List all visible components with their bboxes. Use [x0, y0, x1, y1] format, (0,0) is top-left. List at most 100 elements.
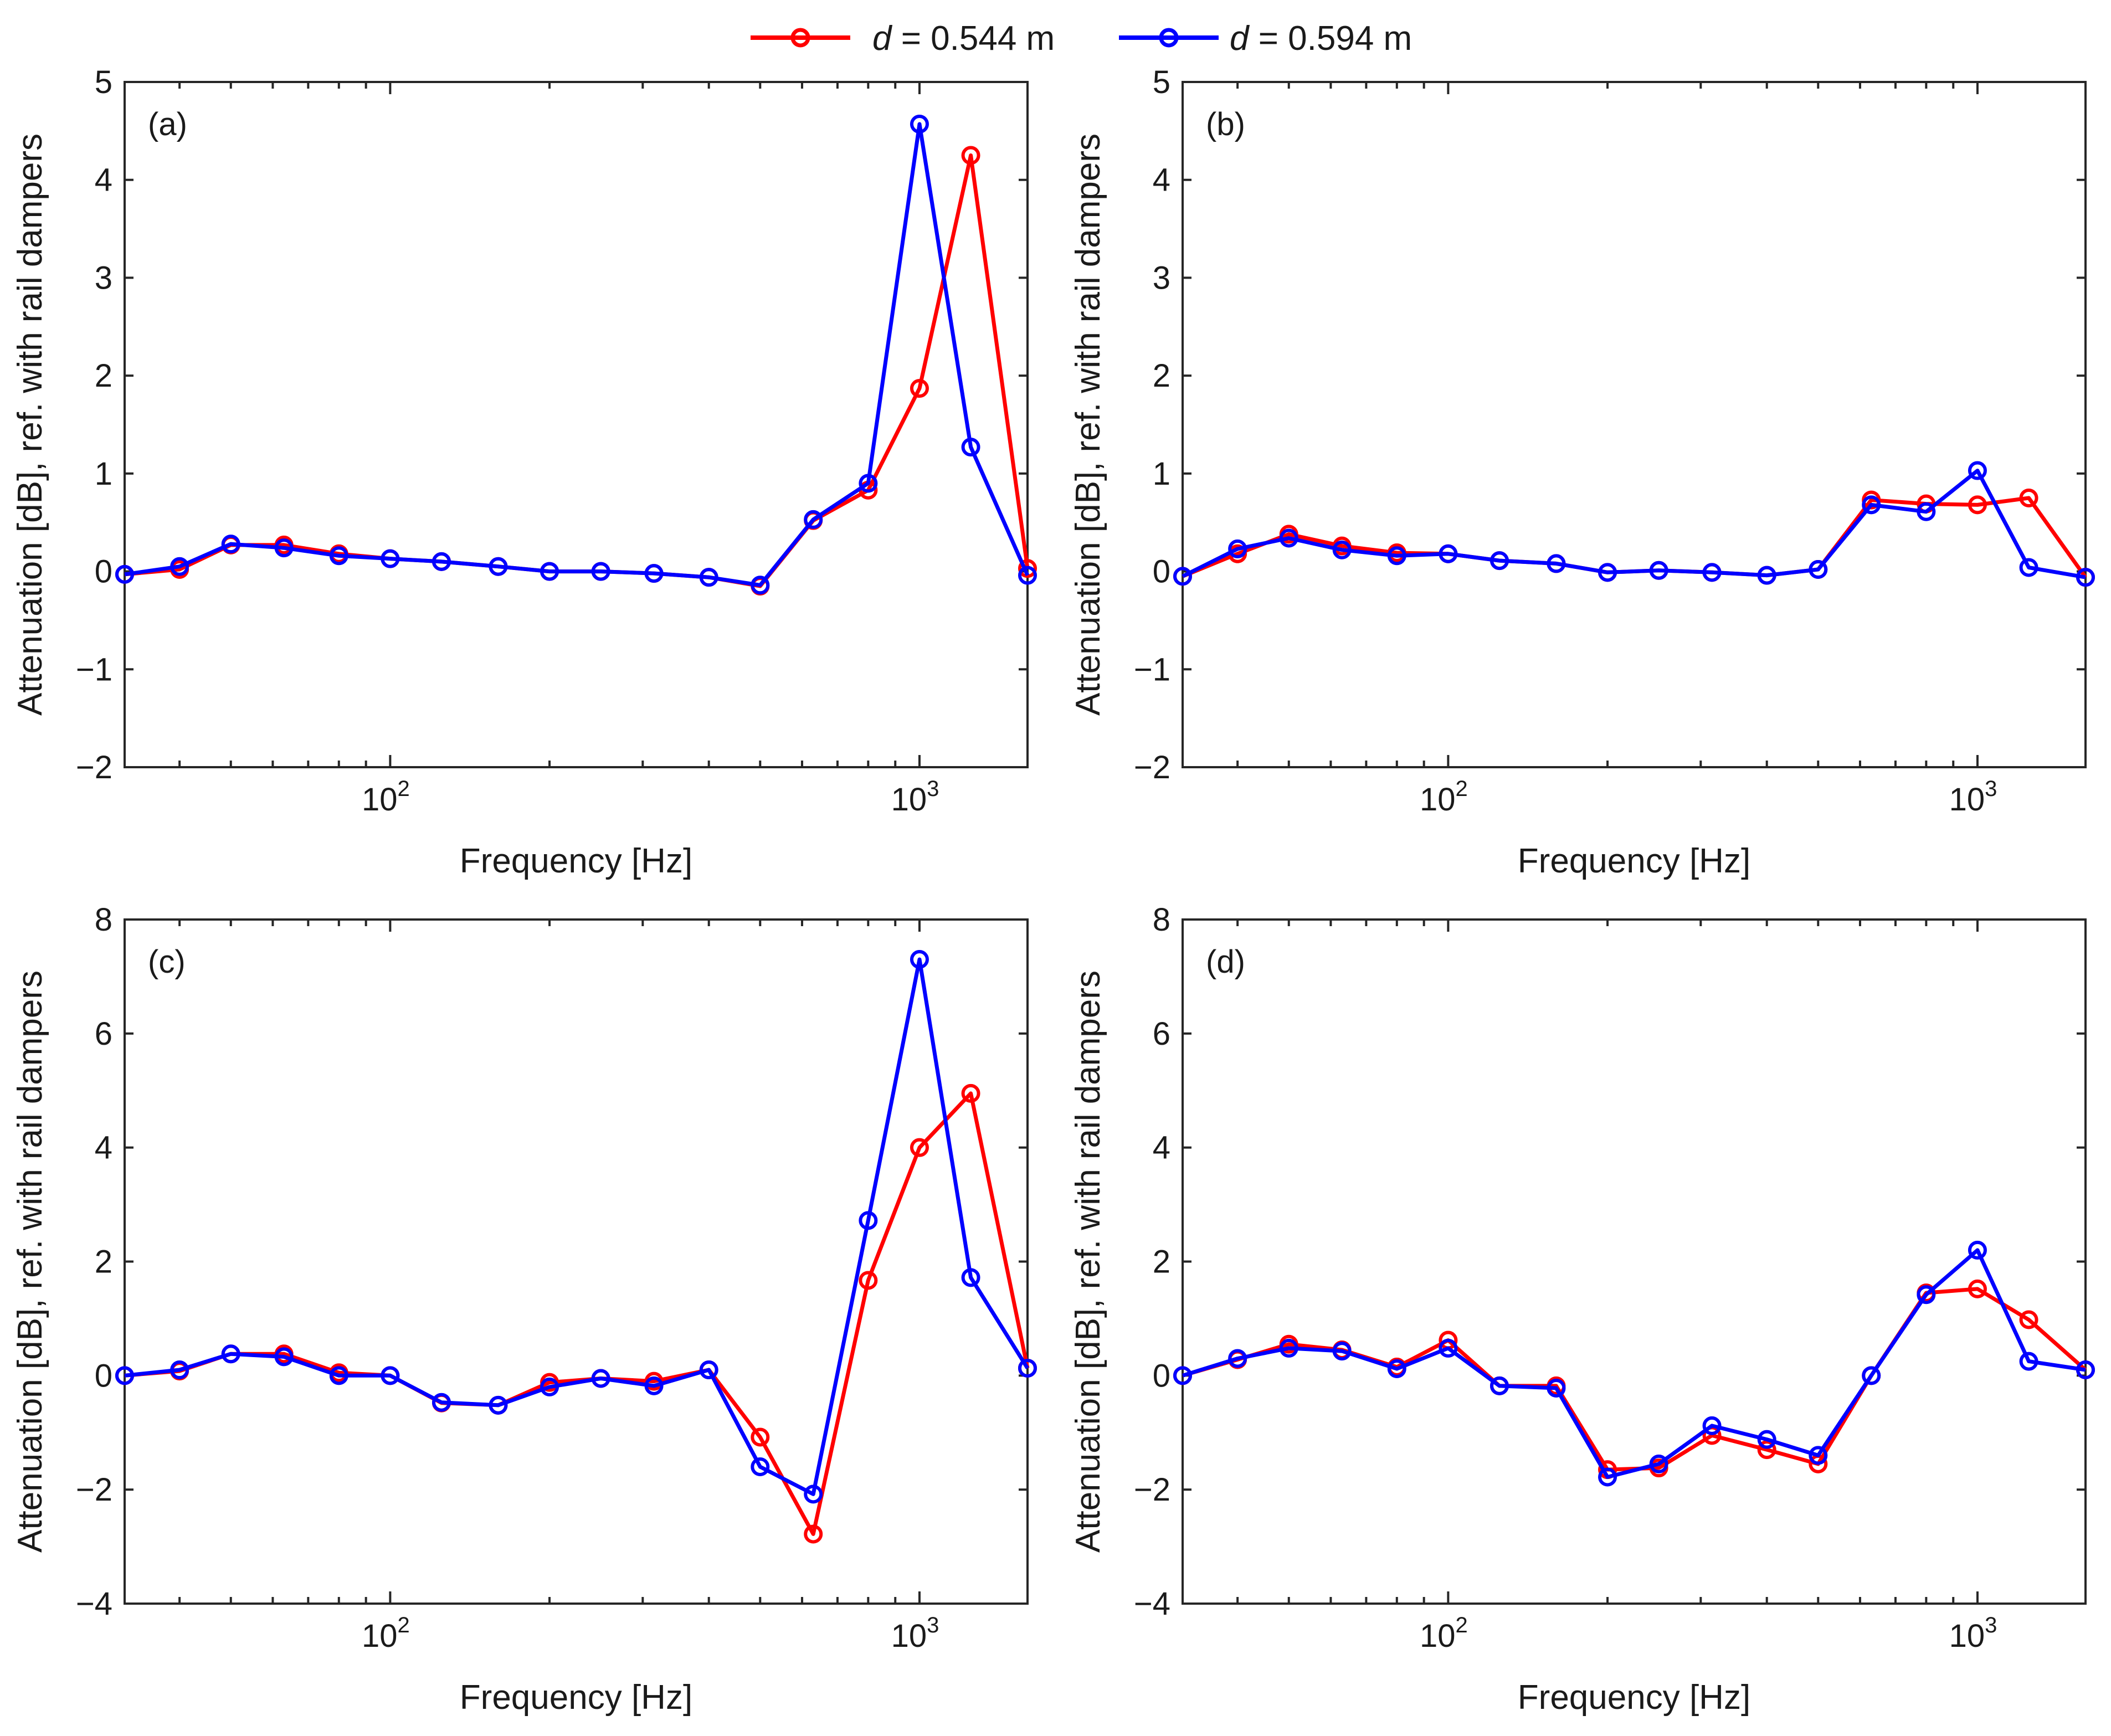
data-point-a-1-14: [859, 474, 878, 493]
data-point-b-1-14: [1917, 502, 1936, 521]
data-point-c-1-17: [1018, 1358, 1037, 1378]
data-point-c-1-11: [699, 1360, 718, 1380]
data-point-a-1-9: [591, 562, 610, 581]
legend-entry-1: d = 0.544 m: [751, 19, 1055, 58]
data-point-c-1-16: [961, 1268, 980, 1287]
plot-frame-b: [1182, 81, 2087, 768]
y-tick-label-a-0: −2: [76, 749, 112, 785]
y-tick-label-d-0: −4: [1134, 1586, 1170, 1622]
y-tick-label-a-7: 5: [95, 64, 112, 100]
data-point-a-1-3: [274, 538, 294, 558]
data-point-d-1-14: [1917, 1285, 1936, 1304]
data-point-c-1-15: [910, 950, 929, 969]
data-point-a-1-10: [644, 564, 664, 583]
y-tick-label-b-1: −1: [1134, 651, 1170, 687]
x-tick-label-exponent: 2: [398, 1613, 410, 1637]
y-tick-label-b-2: 0: [1153, 554, 1170, 590]
data-point-d-1-9: [1649, 1454, 1668, 1473]
x-tick-label-b-1: 103: [1949, 777, 1997, 818]
legend: d = 0.544 m d = 0.594 m: [751, 19, 1412, 58]
y-tick-label-c-1: −2: [76, 1472, 112, 1508]
data-point-b-1-4: [1387, 546, 1406, 566]
x-tick-label-b-0: 102: [1420, 777, 1468, 818]
data-point-c-1-14: [859, 1211, 878, 1230]
x-tick-label-exponent: 2: [1456, 1613, 1468, 1637]
y-tick-label-d-3: 2: [1153, 1244, 1170, 1280]
x-tick-label-d-1: 103: [1949, 1613, 1997, 1654]
data-point-c-0-12: [751, 1427, 770, 1447]
x-axis-title-a: Frequency [Hz]: [460, 842, 692, 880]
y-tick-label-a-5: 3: [95, 260, 112, 296]
y-tick-label-d-1: −2: [1134, 1472, 1170, 1508]
data-point-b-1-8: [1598, 563, 1617, 582]
y-tick-label-b-5: 3: [1153, 260, 1170, 296]
data-point-b-1-17: [2076, 568, 2095, 587]
x-tick-label-d-0: 102: [1420, 1613, 1468, 1654]
y-axis-title-a: Attenuation [dB], ref. with rail dampers: [11, 133, 49, 716]
series-c-blue: [115, 950, 1037, 1504]
y-tick-label-c-0: −4: [76, 1586, 112, 1622]
x-tick-label-exponent: 2: [1456, 777, 1468, 801]
legend-label-2-prefix: d: [1230, 19, 1250, 58]
x-tick-label-base: 10: [1420, 782, 1456, 818]
x-tick-label-base: 10: [1949, 1618, 1985, 1654]
data-point-d-1-13: [1862, 1366, 1881, 1385]
data-point-d-1-4: [1387, 1359, 1406, 1378]
plot-frame-a: [124, 81, 1029, 768]
data-point-b-1-12: [1809, 560, 1828, 579]
legend-label-2-text: = 0.594 m: [1249, 19, 1412, 58]
x-tick-label-c-1: 103: [891, 1613, 939, 1654]
data-point-a-1-15: [910, 114, 929, 133]
y-tick-label-c-2: 0: [95, 1358, 112, 1394]
legend-marker-red: [790, 28, 810, 48]
x-tick-label-exponent: 3: [1985, 1613, 1997, 1637]
x-tick-label-base: 10: [362, 782, 398, 818]
data-point-d-1-1: [1228, 1349, 1247, 1368]
x-tick-label-a-1: 103: [891, 777, 939, 818]
y-tick-label-b-6: 4: [1153, 162, 1170, 198]
legend-marker-blue: [1159, 28, 1179, 48]
y-tick-label-a-2: 0: [95, 554, 112, 590]
y-axis-title-c: Attenuation [dB], ref. with rail dampers: [11, 970, 49, 1553]
x-tick-label-base: 10: [891, 782, 927, 818]
y-axis-title-d: Attenuation [dB], ref. with rail dampers: [1069, 970, 1107, 1553]
data-point-b-1-13: [1862, 495, 1881, 515]
data-point-b-1-16: [2019, 558, 2038, 577]
data-point-d-1-2: [1279, 1338, 1298, 1358]
data-point-b-0-15: [1968, 495, 1987, 515]
data-point-d-1-11: [1757, 1430, 1776, 1449]
x-axis-title-b: Frequency [Hz]: [1518, 842, 1750, 880]
data-point-d-1-10: [1702, 1416, 1722, 1435]
data-point-d-1-6: [1489, 1376, 1509, 1395]
data-point-c-1-2: [221, 1344, 240, 1364]
data-point-c-1-3: [274, 1347, 294, 1367]
x-tick-label-base: 10: [1949, 782, 1985, 818]
x-tick-label-exponent: 3: [927, 1613, 939, 1637]
data-point-d-1-16: [2019, 1352, 2038, 1371]
series-d-blue: [1173, 1240, 2095, 1487]
data-point-c-0-16: [961, 1083, 980, 1103]
data-point-d-0-11: [1757, 1440, 1776, 1460]
x-tick-label-exponent: 3: [927, 777, 939, 801]
data-point-d-1-15: [1968, 1240, 1987, 1260]
y-tick-label-c-6: 8: [95, 902, 112, 938]
data-point-b-1-5: [1439, 544, 1458, 563]
legend-label-1-text: = 0.544 m: [891, 19, 1055, 58]
data-point-d-1-17: [2076, 1360, 2095, 1380]
y-tick-label-b-0: −2: [1134, 749, 1170, 785]
data-point-a-1-12: [751, 576, 770, 595]
data-point-c-1-13: [804, 1485, 823, 1504]
data-point-c-0-13: [804, 1524, 823, 1544]
panel-label-b: (b): [1206, 106, 1245, 142]
data-point-b-1-9: [1649, 561, 1668, 580]
panel-label-c: (c): [148, 944, 186, 980]
data-point-c-1-0: [115, 1366, 134, 1385]
data-point-c-1-7: [489, 1395, 508, 1415]
series-a-blue: [115, 114, 1037, 595]
y-tick-label-a-4: 2: [95, 358, 112, 394]
data-point-b-1-3: [1332, 540, 1352, 559]
x-axis-title-c: Frequency [Hz]: [460, 1678, 692, 1717]
data-point-b-1-15: [1968, 461, 1987, 480]
